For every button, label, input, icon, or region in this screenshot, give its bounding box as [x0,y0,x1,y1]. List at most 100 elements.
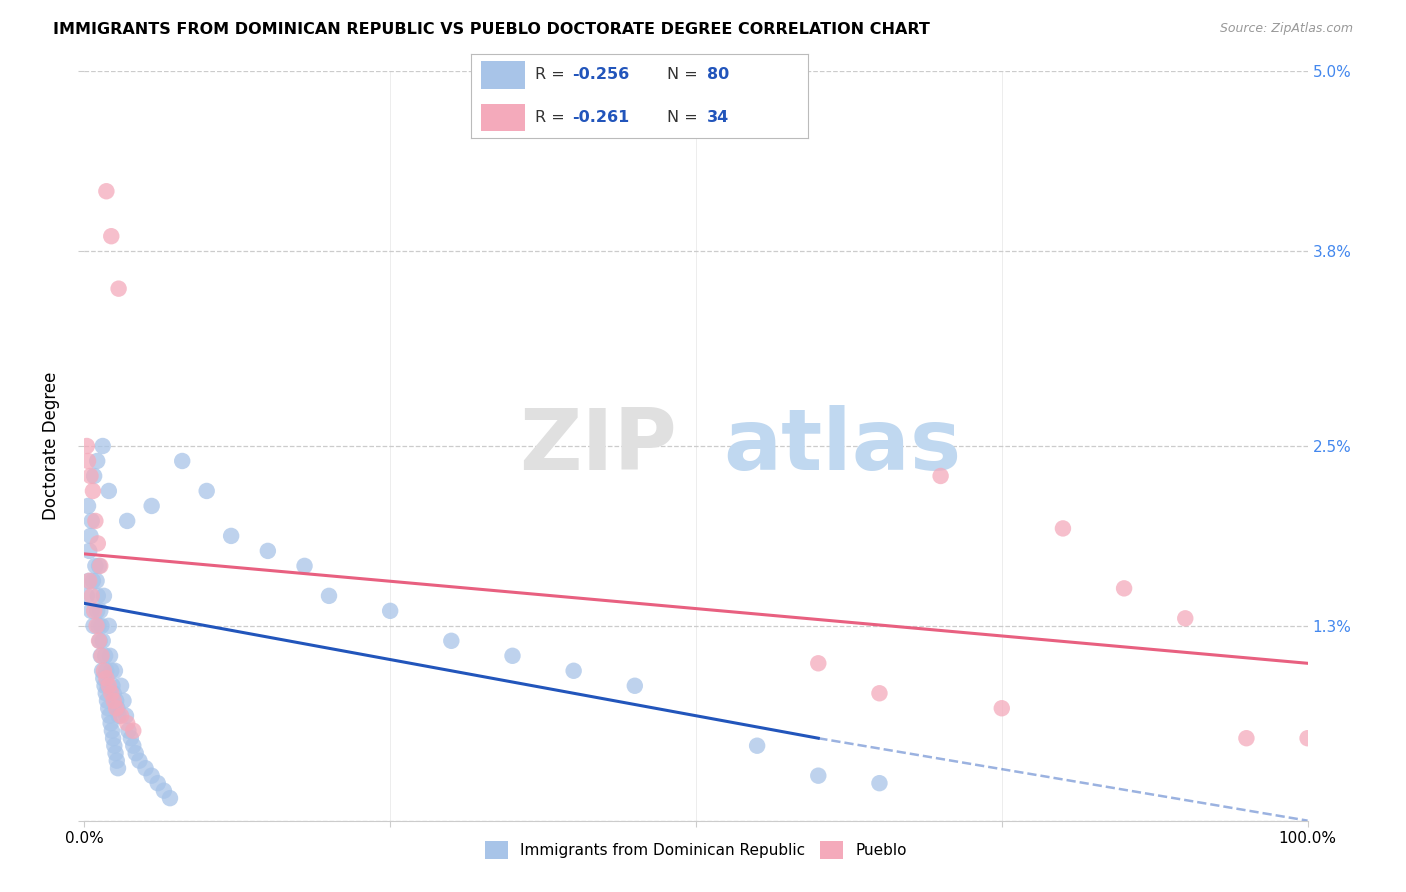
Point [97,679,120,693]
Point [97,483,120,498]
Point [929,469,952,483]
Point [103,686,125,700]
Point [115,716,138,731]
Point [83,619,105,633]
Point [97,701,120,715]
Point [93,664,115,678]
Point [80,604,103,618]
Point [100,664,122,678]
Point [172,454,194,468]
Point [101,731,124,746]
Point [624,679,647,693]
Point [86,604,108,618]
Point [112,694,135,708]
FancyBboxPatch shape [481,103,524,131]
Point [77,454,100,468]
Text: N =: N = [666,110,703,125]
Point [110,679,132,693]
Point [100,716,122,731]
Text: -0.261: -0.261 [572,110,630,125]
Point [91,671,114,685]
Point [100,686,122,700]
Point [807,769,830,783]
Point [79,529,101,543]
Point [869,686,891,700]
Point [86,574,108,588]
Point [87,619,110,633]
Point [76,439,98,453]
Point [1174,611,1197,625]
Point [77,544,100,558]
Point [94,686,117,700]
Point [77,574,100,588]
Point [94,648,117,663]
Point [807,657,830,671]
Point [82,574,104,588]
Point [103,694,125,708]
Y-axis label: Doctorate Degree: Doctorate Degree [42,372,60,520]
Point [87,536,110,550]
Point [87,558,110,573]
Point [96,671,118,685]
Point [110,708,132,723]
Point [120,731,142,746]
Point [77,499,100,513]
Point [103,739,125,753]
Point [107,761,129,775]
Point [87,633,110,648]
Point [93,679,115,693]
Point [1114,582,1136,596]
Point [77,574,100,588]
Point [91,633,114,648]
Point [141,499,163,513]
Point [82,483,104,498]
Point [84,558,107,573]
Point [128,754,150,768]
Point [96,664,118,678]
Point [96,184,118,198]
Point [502,648,524,663]
Point [97,679,120,693]
Point [93,589,115,603]
Point [105,701,128,715]
Text: IMMIGRANTS FROM DOMINICAN REPUBLIC VS PUEBLO DOCTORATE DEGREE CORRELATION CHART: IMMIGRANTS FROM DOMINICAN REPUBLIC VS PU… [53,22,931,37]
Point [440,633,463,648]
Point [84,514,107,528]
Point [141,769,163,783]
Point [153,783,176,797]
Point [1236,731,1258,746]
Point [107,708,129,723]
Point [562,664,585,678]
Point [104,664,127,678]
Point [91,439,114,453]
Point [86,619,108,633]
Point [86,454,108,468]
Point [747,739,769,753]
Point [105,701,128,715]
FancyBboxPatch shape [481,62,524,89]
Point [117,723,139,738]
Point [122,739,145,753]
Point [83,469,105,483]
Point [89,558,111,573]
Point [869,776,891,790]
Point [122,723,145,738]
Text: Source: ZipAtlas.com: Source: ZipAtlas.com [1219,22,1353,36]
Point [80,514,103,528]
Legend: Immigrants from Dominican Republic, Pueblo: Immigrants from Dominican Republic, Pueb… [479,835,912,865]
Point [91,664,114,678]
Text: -0.256: -0.256 [572,67,630,82]
Point [101,723,124,738]
Point [115,708,138,723]
Point [135,761,157,775]
Text: ZIP: ZIP [519,404,676,488]
Point [146,776,169,790]
Text: 34: 34 [707,110,730,125]
Point [90,648,112,663]
Point [107,282,129,296]
Text: N =: N = [666,67,703,82]
Point [991,701,1014,715]
Point [159,791,181,805]
Point [98,708,121,723]
Point [219,529,242,543]
